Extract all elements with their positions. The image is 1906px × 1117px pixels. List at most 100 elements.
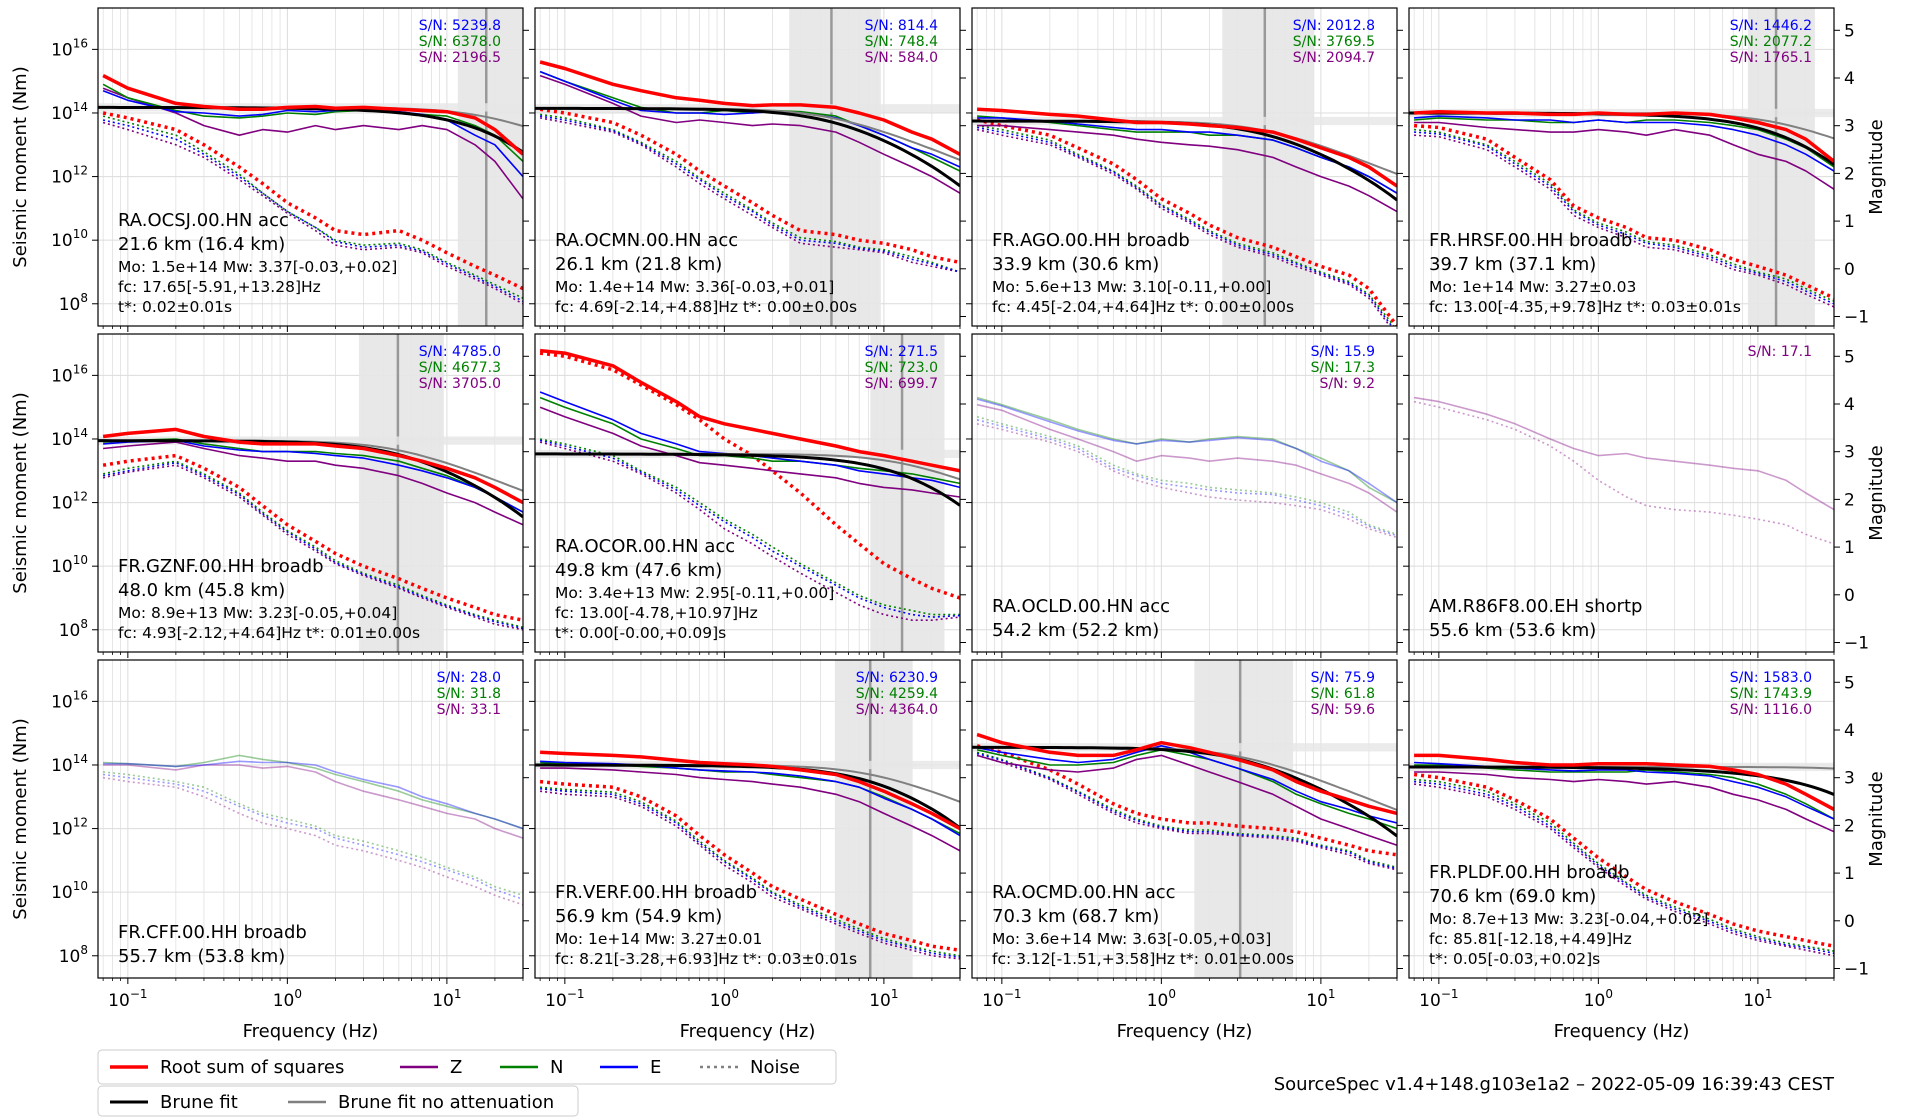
noise-rss-curve	[976, 744, 1397, 857]
panel-plot-area	[972, 660, 1397, 978]
noise-e-curve	[102, 119, 523, 303]
distance-label: 55.7 km (53.8 km)	[118, 946, 285, 967]
y-tick-label: 1014	[51, 426, 88, 450]
x-tick-label: 101	[869, 987, 898, 1011]
sn-label-e: S/N: 5239.8	[419, 18, 501, 34]
fit-params-line: t*: 0.00[-0.00,+0.09]s	[555, 624, 726, 642]
e-curve	[1414, 115, 1834, 172]
fc-uncertainty-band	[789, 8, 881, 326]
n-curve	[103, 438, 523, 513]
mag-tick-label: −1	[1844, 307, 1869, 327]
sn-label-z: S/N: 9.2	[1319, 376, 1375, 392]
sn-label-z: S/N: 17.1	[1748, 344, 1812, 360]
fit-params-line: fc: 3.12[-1.51,+3.58]Hz t*: 0.01±0.00s	[992, 950, 1294, 968]
mag-tick-label: −1	[1844, 959, 1869, 979]
fit-params-line: Mo: 3.6e+14 Mw: 3.63[-0.05,+0.03]	[992, 930, 1271, 948]
distance-label: 56.9 km (54.9 km)	[555, 906, 722, 927]
noise-z-curve	[102, 776, 523, 906]
x-tick-label: 101	[1743, 987, 1772, 1011]
panel-plot-area	[535, 8, 960, 326]
noise-n-curve	[540, 786, 960, 957]
noise-z-curve	[976, 754, 1397, 871]
x-axis-label: Frequency (Hz)	[1554, 1021, 1690, 1042]
rss-curve	[540, 750, 960, 831]
noise-e-curve	[1414, 131, 1834, 305]
rss-curve	[977, 107, 1397, 188]
panel-frame	[97, 659, 524, 979]
rss-curve	[1414, 109, 1834, 163]
station-label: FR.CFF.00.HH broadb	[118, 922, 307, 943]
panel-frame	[97, 7, 524, 327]
noise-n-curve	[539, 438, 960, 616]
noise-n-curve	[103, 771, 523, 897]
distance-label: 55.6 km (53.6 km)	[1429, 620, 1596, 641]
panel-frame	[1408, 659, 1835, 979]
sn-label-n: S/N: 31.8	[437, 686, 501, 702]
noise-rss-curve	[1413, 123, 1834, 300]
noise-e-curve	[102, 461, 523, 630]
y-tick-label: 108	[59, 943, 88, 967]
fc-uncertainty-band	[1222, 8, 1315, 326]
brune-fit	[535, 763, 960, 830]
mag-tick-label: 2	[1844, 490, 1855, 510]
mag-tick-label: 3	[1844, 769, 1855, 789]
panel-plot-area	[1409, 334, 1834, 652]
z-curve	[1414, 771, 1834, 833]
distance-label: 33.9 km (30.6 km)	[992, 254, 1159, 275]
fit-params-line: Mo: 1.4e+14 Mw: 3.36[-0.03,+0.01]	[555, 278, 834, 296]
station-label: FR.GZNF.00.HH broadb	[118, 556, 324, 577]
fit-params-line: t*: 0.02±0.01s	[118, 298, 232, 316]
noise-n-curve	[976, 124, 1395, 326]
legend-box-2	[97, 1085, 579, 1117]
mag-tick-label: 4	[1844, 395, 1855, 415]
y-axis-label: Seismic moment (Nm)	[10, 66, 31, 267]
x-axis-label: Frequency (Hz)	[680, 1021, 816, 1042]
y-axis-label: Seismic moment (Nm)	[10, 718, 31, 919]
station-label: RA.OCLD.00.HN acc	[992, 596, 1170, 617]
x-tick-label: 100	[1584, 987, 1613, 1011]
sn-label-z: S/N: 1116.0	[1730, 702, 1812, 718]
fit-params-line: fc: 8.21[-3.28,+6.93]Hz t*: 0.03±0.01s	[555, 950, 857, 968]
y-tick-label: 1016	[51, 688, 88, 712]
sn-label-n: S/N: 17.3	[1311, 360, 1375, 376]
panel-2: S/N: 814.4S/N: 748.4S/N: 584.0 RA.OCMN.00…	[529, 7, 966, 332]
x-tick-label: 10−1	[982, 987, 1021, 1011]
z-curve	[1413, 396, 1834, 511]
y-tick-label: 1012	[51, 164, 88, 188]
distance-label: 54.2 km (52.2 km)	[992, 620, 1159, 641]
panel-frame	[971, 333, 1398, 653]
sn-label-n: S/N: 4259.4	[856, 686, 938, 702]
mag-tick-label: 2	[1844, 816, 1855, 836]
panel-8: 5 4 3 2 1 0 −1 S/N: 17.1 AM.R86F8.00.EH shortp 55…	[1403, 333, 1869, 658]
y-tick-label: 1010	[51, 879, 88, 903]
sn-label-e: S/N: 1583.0	[1730, 670, 1812, 686]
noise-e-curve	[976, 126, 1393, 326]
noise-n-curve	[539, 113, 960, 273]
noise-z-curve	[976, 128, 1391, 326]
noise-n-curve	[976, 751, 1397, 869]
fit-params-line: Mo: 5.6e+13 Mw: 3.10[-0.11,+0.00]	[992, 278, 1271, 296]
brune-fit-no-attenuation	[535, 107, 960, 161]
mag-tick-label: 5	[1844, 21, 1855, 41]
noise-n-curve	[102, 115, 523, 299]
panel-frame	[534, 659, 961, 979]
panel-frame	[1408, 333, 1835, 653]
fc-uncertainty-band	[834, 660, 913, 978]
n-curve	[1414, 117, 1834, 168]
mag-tick-label: 3	[1844, 443, 1855, 463]
noise-z-curve	[539, 441, 960, 621]
panel-5: 1016 1014 1012 1010 108 S/N: 4785.0S/N: 4677.…	[51, 333, 529, 658]
mag-tick-label: 1	[1844, 864, 1855, 884]
legend-e-label: E	[650, 1057, 661, 1078]
fit-params-line: fc: 85.81[-12.18,+4.49]Hz	[1429, 930, 1632, 948]
brune-fit	[535, 452, 960, 507]
y-tick-label: 108	[59, 617, 88, 641]
noise-e-curve	[539, 115, 960, 273]
z-curve	[539, 406, 960, 498]
z-curve	[1414, 121, 1834, 190]
y-tick-label: 1010	[51, 227, 88, 251]
y-tick-label: 1016	[51, 362, 88, 386]
y-tick-label: 1012	[51, 816, 88, 840]
distance-label: 26.1 km (21.8 km)	[555, 254, 722, 275]
